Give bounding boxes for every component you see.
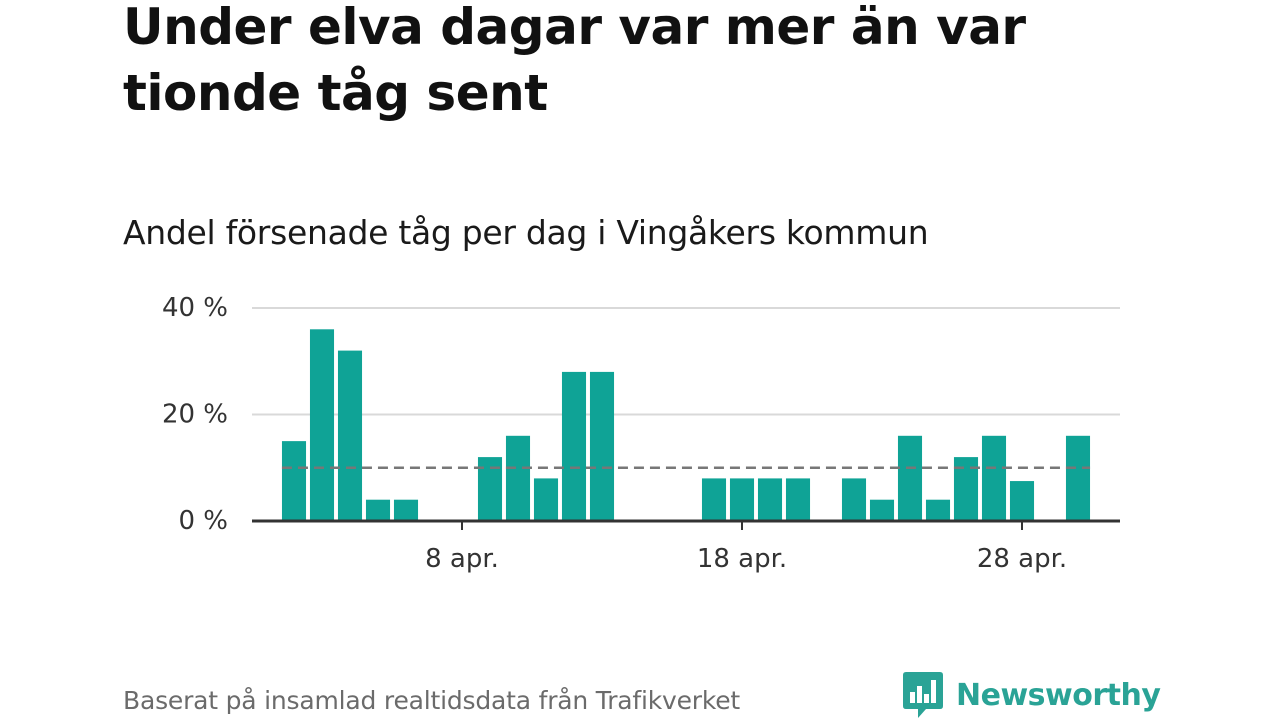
bar: [841, 478, 867, 521]
y-tick-label: 0 %: [178, 506, 228, 536]
brand-name: Newsworthy: [956, 677, 1161, 713]
chart-title: Under elva dagar var mer än var tionde t…: [123, 0, 1026, 122]
y-tick-label: 40 %: [162, 293, 228, 323]
bar: [561, 371, 587, 521]
x-tick-label: 28 apr.: [977, 544, 1067, 574]
bar: [1009, 481, 1035, 521]
bar: [925, 499, 951, 521]
bar: [505, 435, 531, 521]
bar: [337, 350, 363, 521]
source-note: Baserat på insamlad realtidsdata från Tr…: [123, 686, 741, 715]
bar: [393, 499, 419, 521]
y-tick-label: 20 %: [162, 400, 228, 430]
bar: [757, 478, 783, 521]
bar: [869, 499, 895, 521]
bar: [589, 371, 615, 521]
brand-logo: Newsworthy: [902, 670, 1161, 720]
bar: [981, 435, 1007, 521]
bar: [1065, 435, 1091, 521]
x-tick-label: 8 apr.: [425, 544, 499, 574]
bar: [281, 441, 307, 521]
bar-chart-speech-bubble-icon: [903, 672, 943, 718]
bar: [897, 435, 923, 521]
x-tick-label: 18 apr.: [697, 544, 787, 574]
chart-subtitle: Andel försenade tåg per dag i Vingåkers …: [123, 213, 929, 252]
bar: [701, 478, 727, 521]
bar: [533, 478, 559, 521]
bar: [729, 478, 755, 521]
bar: [309, 329, 335, 521]
bar: [365, 499, 391, 521]
bar-chart: 0 % 20 % 40 % 8 apr. 18 apr. 28 apr.: [162, 293, 1120, 574]
bar: [785, 478, 811, 521]
